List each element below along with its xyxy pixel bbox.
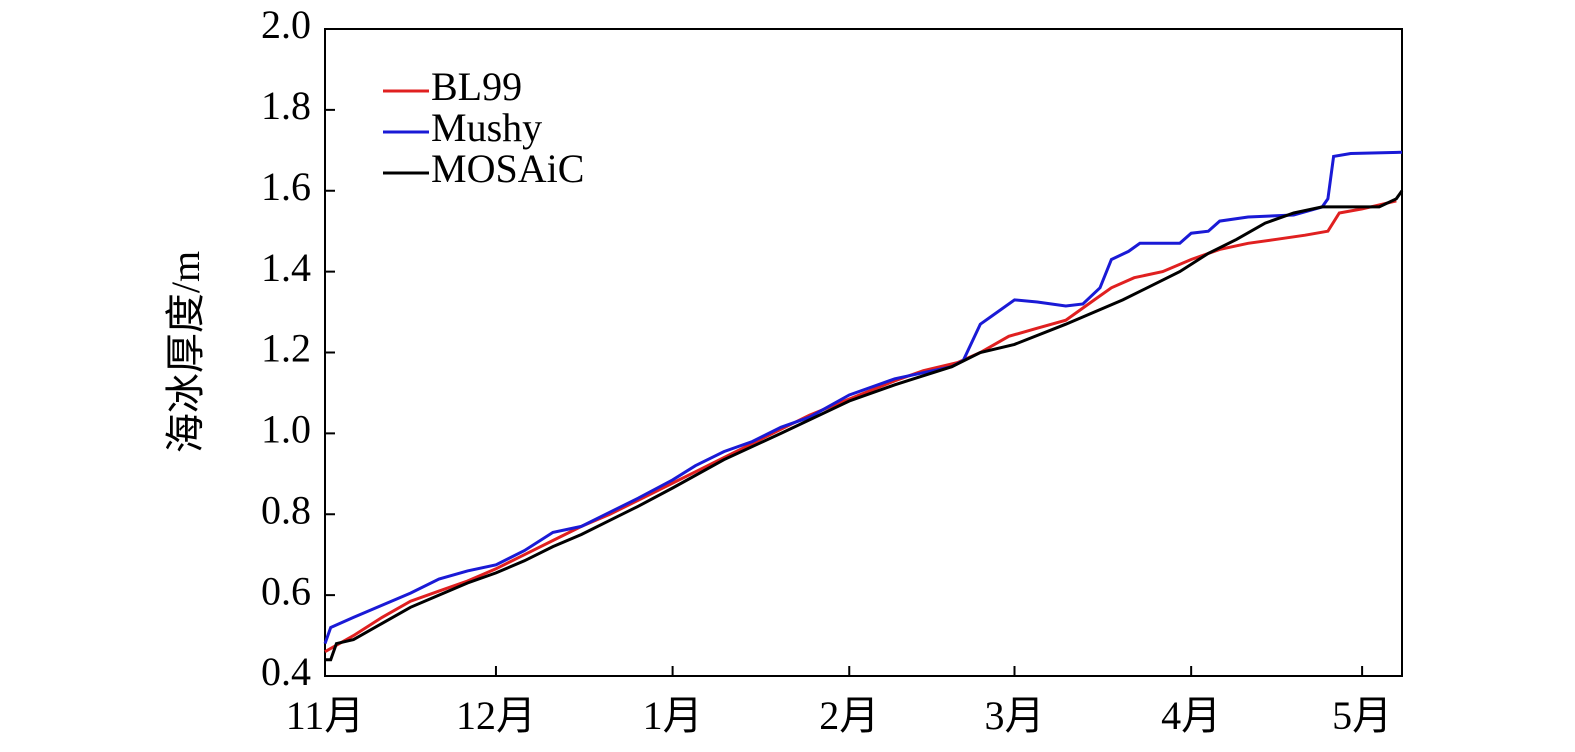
x-tick-label: 3月 [985, 693, 1045, 738]
x-tick-label: 2月 [819, 693, 879, 738]
x-tick-label: 5月 [1332, 693, 1392, 738]
x-tick-label: 11月 [286, 693, 365, 738]
y-tick-label: 0.4 [261, 649, 311, 694]
line [325, 189, 1404, 662]
legend-label: BL99 [431, 64, 522, 109]
line [323, 150, 1403, 645]
y-axis-label: 海冰厚度/m [163, 251, 208, 453]
x-tick-label: 12月 [456, 693, 536, 738]
y-tick-label: 1.6 [261, 164, 311, 209]
y-tick-label: 0.6 [261, 568, 311, 613]
line [324, 199, 1397, 654]
y-tick-label: 2.0 [261, 2, 311, 47]
legend-label: Mushy [431, 105, 542, 150]
x-tick-label: 4月 [1161, 693, 1221, 738]
y-tick-label: 1.4 [261, 245, 311, 290]
y-tick-label: 1.8 [261, 83, 311, 128]
y-tick-label: 1.0 [261, 407, 311, 452]
x-tick-label: 1月 [643, 693, 703, 738]
legend-label: MOSAiC [431, 146, 584, 191]
y-tick-label: 0.8 [261, 487, 311, 532]
y-tick-label: 1.2 [261, 326, 311, 371]
